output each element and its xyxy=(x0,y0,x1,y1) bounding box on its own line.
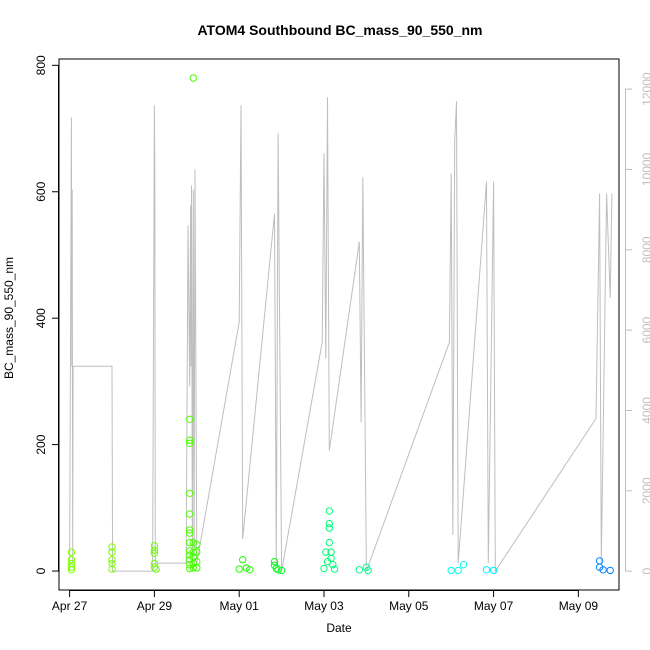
data-point xyxy=(595,557,604,565)
data-point xyxy=(150,542,159,550)
data-point xyxy=(274,566,282,574)
data-point xyxy=(482,566,491,574)
data-point xyxy=(272,564,280,573)
data-point xyxy=(186,538,194,547)
data-point xyxy=(189,74,198,82)
axes-layer: Apr 27 Apr 29 May 01 May 03 May 05 May 07 May … xyxy=(34,55,650,613)
y2-tick-label: 10000 xyxy=(640,152,650,186)
data-point xyxy=(108,548,116,556)
data-point xyxy=(193,548,201,556)
altitude-line xyxy=(69,97,613,573)
data-point xyxy=(150,563,159,571)
data-point xyxy=(193,564,201,572)
data-point xyxy=(108,556,116,564)
x-tick-label: May 07 xyxy=(474,599,514,613)
data-point xyxy=(277,566,286,575)
y2-tick-label: 2000 xyxy=(640,477,650,504)
y2-tick-label: 8000 xyxy=(640,236,650,263)
data-point xyxy=(246,566,254,574)
data-point xyxy=(186,526,194,534)
y2-tick-label: 4000 xyxy=(640,397,650,424)
data-point xyxy=(150,546,159,554)
x-tick-label: May 05 xyxy=(389,599,429,613)
data-point xyxy=(150,549,159,557)
data-point xyxy=(193,540,201,549)
y-tick-label: 800 xyxy=(34,55,48,75)
data-point xyxy=(67,548,76,556)
data-point xyxy=(67,556,76,564)
x-tick-label: Apr 29 xyxy=(137,599,173,613)
data-point xyxy=(325,507,333,515)
data-point xyxy=(108,543,116,551)
data-point xyxy=(186,529,194,537)
data-point xyxy=(325,519,333,528)
data-point xyxy=(108,559,116,568)
data-point xyxy=(270,557,279,566)
points-layer xyxy=(67,74,614,575)
data-point xyxy=(599,566,607,574)
x-tick-label: May 09 xyxy=(559,599,599,613)
data-point xyxy=(239,556,247,564)
data-point xyxy=(454,566,462,575)
y-tick-label: 400 xyxy=(34,308,48,328)
data-point xyxy=(242,564,251,572)
y2-tick-label: 12000 xyxy=(640,72,650,106)
data-point xyxy=(189,564,198,572)
y2-tick-label: 0 xyxy=(640,567,650,574)
data-point xyxy=(108,565,116,573)
data-point xyxy=(364,566,372,575)
data-point xyxy=(186,547,194,555)
data-point xyxy=(330,565,339,573)
data-point xyxy=(186,439,194,447)
x-tick-label: May 03 xyxy=(304,599,344,613)
data-point xyxy=(186,436,194,444)
x-tick-label: Apr 27 xyxy=(52,599,88,613)
data-point xyxy=(186,564,194,573)
x-tick-label: May 01 xyxy=(220,599,260,613)
data-point xyxy=(459,561,468,569)
y-tick-label: 200 xyxy=(34,434,48,454)
data-point xyxy=(322,548,330,556)
x-axis-label: Date xyxy=(326,621,352,635)
y2-tick-label: 6000 xyxy=(640,316,650,343)
data-point xyxy=(186,510,194,518)
y-axis-label: BC_mass_90_550_nm xyxy=(2,257,16,379)
y-tick-label: 600 xyxy=(34,181,48,201)
data-point xyxy=(320,564,328,573)
data-point xyxy=(152,565,160,573)
data-point xyxy=(606,566,614,575)
data-point xyxy=(189,548,198,556)
data-point xyxy=(489,566,498,575)
altitude-line-layer xyxy=(69,97,613,573)
data-point xyxy=(325,538,333,547)
data-point xyxy=(67,566,76,574)
data-point xyxy=(67,563,76,571)
chart-title: ATOM4 Southbound BC_mass_90_550_nm xyxy=(197,22,482,38)
data-point xyxy=(329,561,337,569)
data-point xyxy=(189,538,198,547)
data-point xyxy=(186,415,194,423)
data-point xyxy=(355,566,363,574)
data-point xyxy=(235,565,243,573)
data-point xyxy=(189,559,198,568)
data-point xyxy=(447,566,455,575)
data-point xyxy=(186,489,194,497)
y-tick-label: 0 xyxy=(34,567,48,574)
data-point xyxy=(325,524,333,532)
